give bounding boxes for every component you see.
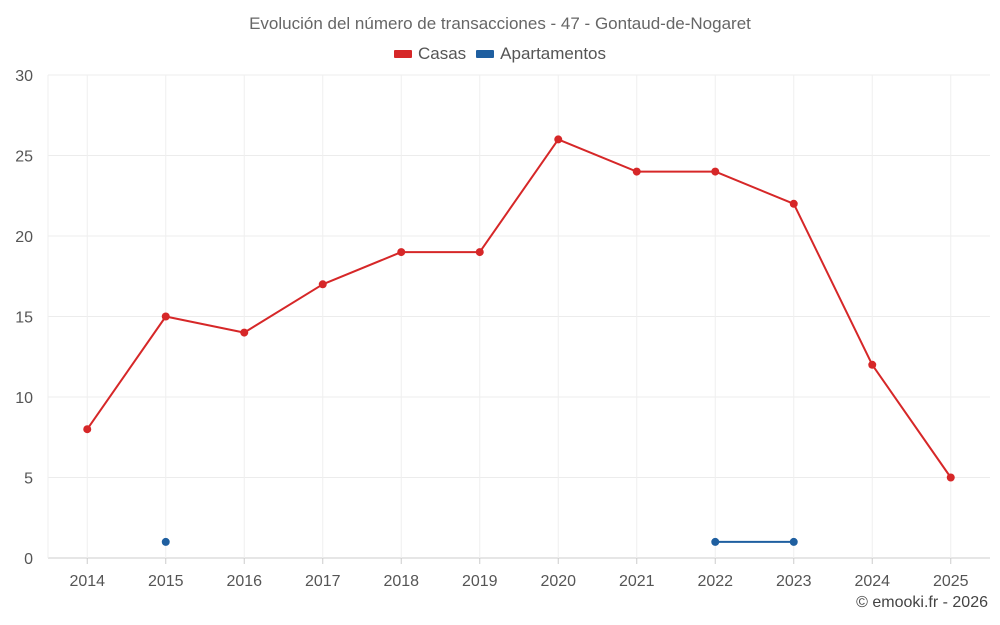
x-tick-label-2020: 2020 (540, 573, 576, 590)
y-tick-label-20: 20 (15, 229, 33, 246)
data-point-casas-2023 (789, 199, 798, 208)
data-point-casas-2019 (475, 248, 484, 257)
data-point-casas-2015 (161, 312, 170, 321)
data-point-apartamentos-2022 (711, 537, 720, 546)
data-point-casas-2020 (554, 135, 563, 144)
data-point-casas-2018 (397, 248, 406, 257)
legend-label-casas: Casas (417, 44, 467, 63)
legend-label-apartamentos: Apartamentos (500, 44, 607, 63)
x-tick-label-2014: 2014 (69, 573, 105, 590)
x-tick-label-2016: 2016 (226, 573, 262, 590)
data-point-casas-2017 (318, 280, 327, 289)
y-tick-label-25: 25 (15, 149, 33, 166)
copyright-footer: © emooki.fr - 2026 (856, 594, 988, 611)
data-point-casas-2021 (632, 167, 641, 176)
x-tick-label-2023: 2023 (776, 573, 812, 590)
data-point-apartamentos-2023 (789, 537, 798, 546)
x-tick-label-2021: 2021 (619, 573, 655, 590)
y-tick-label-30: 30 (15, 68, 33, 85)
x-tick-label-2019: 2019 (462, 573, 498, 590)
legend-item-casas[interactable]: Casas (393, 44, 467, 64)
x-tick-label-2018: 2018 (383, 573, 419, 590)
chart-title: Evolución del número de transacciones - … (249, 14, 751, 33)
x-tick-label-2017: 2017 (305, 573, 341, 590)
data-point-casas-2014 (83, 425, 92, 434)
data-point-casas-2025 (946, 473, 955, 482)
y-tick-label-0: 0 (24, 551, 33, 568)
data-point-casas-2016 (240, 328, 249, 337)
x-tick-label-2024: 2024 (854, 573, 890, 590)
x-tick-label-2025: 2025 (933, 573, 969, 590)
legend-swatch-casas (393, 50, 412, 58)
data-point-casas-2022 (711, 167, 720, 176)
legend-swatch-apartamentos (476, 50, 495, 58)
y-tick-label-5: 5 (24, 471, 33, 488)
legend: Casas Apartamentos (0, 44, 1000, 64)
y-tick-label-15: 15 (15, 310, 33, 327)
x-tick-label-2015: 2015 (148, 573, 184, 590)
data-point-apartamentos-2015 (161, 537, 170, 546)
series-line-casas (86, 138, 952, 479)
legend-item-apartamentos[interactable]: Apartamentos (476, 44, 606, 64)
x-tick-label-2022: 2022 (697, 573, 733, 590)
data-point-casas-2024 (868, 360, 877, 369)
y-tick-label-10: 10 (15, 390, 33, 407)
